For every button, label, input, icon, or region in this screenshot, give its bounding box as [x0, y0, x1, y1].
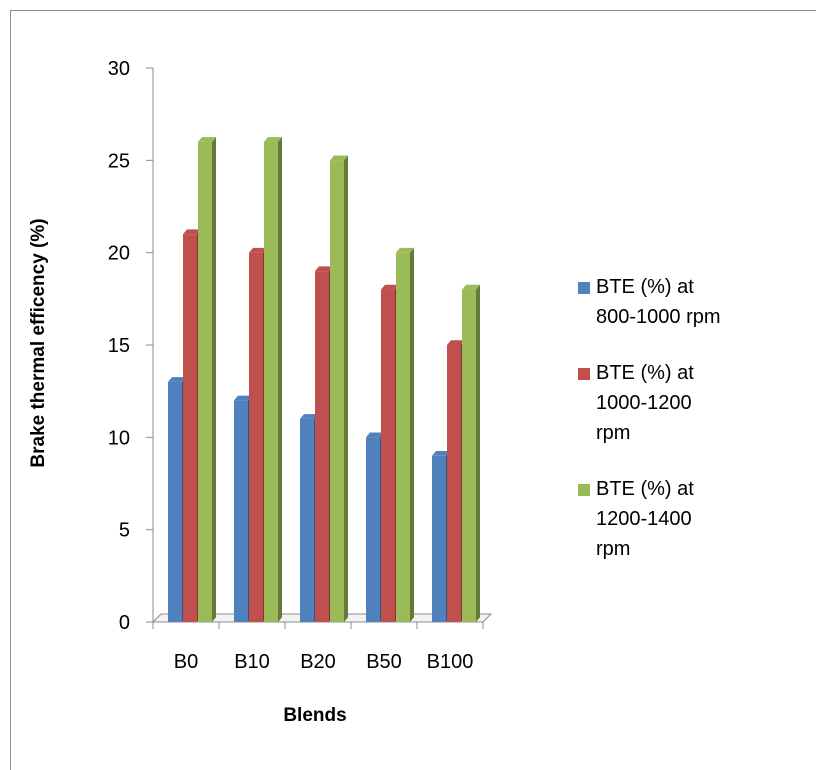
- bar-front: [183, 234, 197, 622]
- bar-front: [198, 141, 212, 622]
- bar-top: [315, 266, 333, 272]
- bar-front: [330, 160, 344, 623]
- legend: BTE (%) at 800-1000 rpm BTE (%) at 1000-1…: [578, 272, 798, 590]
- legend-item: BTE (%) at 1000-1200 rpm: [578, 358, 798, 448]
- legend-swatch: [578, 368, 590, 380]
- bar: [198, 137, 216, 623]
- bar-top: [264, 137, 282, 142]
- legend-item: BTE (%) at 1200-1400 rpm: [578, 474, 798, 564]
- y-tick-label: 15: [108, 335, 130, 357]
- x-tick-label: B20: [300, 651, 336, 673]
- bar-side: [278, 137, 282, 623]
- bar-top: [447, 340, 465, 345]
- bar-front: [249, 252, 263, 622]
- bar-top: [381, 284, 399, 290]
- bar-front: [234, 400, 248, 622]
- y-tick-label: 0: [119, 612, 130, 634]
- y-tick-label: 5: [119, 520, 130, 542]
- bar-side: [410, 247, 414, 622]
- bar-front: [366, 437, 380, 622]
- bar-side: [476, 284, 480, 622]
- bar-front: [315, 271, 329, 622]
- bar-front: [432, 455, 446, 622]
- bar-front: [168, 381, 182, 622]
- y-tick-label: 30: [108, 58, 130, 80]
- y-axis: 0 5 10 15 20 25 30: [108, 58, 154, 634]
- bar: [264, 137, 282, 623]
- bar-front: [396, 252, 410, 622]
- bar: [396, 247, 414, 622]
- bar-top: [198, 137, 216, 142]
- x-tick-label: B10: [234, 651, 270, 673]
- bar-top: [432, 451, 450, 456]
- x-axis: B0 B10 B20 B50 B100: [152, 621, 484, 673]
- bar-side: [344, 155, 348, 623]
- x-tick-label: B50: [366, 651, 402, 673]
- bar-top: [249, 247, 267, 253]
- legend-swatch: [578, 484, 590, 496]
- legend-swatch: [578, 282, 590, 294]
- y-tick-label: 25: [108, 150, 130, 172]
- y-tick-label: 10: [108, 427, 130, 449]
- bar-front: [264, 141, 278, 622]
- bar: [330, 155, 348, 623]
- bar: [462, 284, 480, 622]
- bar-top: [234, 395, 252, 401]
- bar-front: [462, 289, 476, 622]
- x-tick-label: B0: [174, 651, 198, 673]
- bar-top: [300, 414, 318, 419]
- bar-front: [447, 345, 461, 622]
- bar-front: [300, 418, 314, 622]
- bar-top: [396, 247, 414, 253]
- bar-top: [168, 377, 186, 382]
- bar-top: [366, 432, 384, 438]
- legend-label: BTE (%) at 1200-1400 rpm: [596, 478, 694, 560]
- bar-side: [212, 137, 216, 623]
- bar-top: [183, 229, 201, 235]
- bar-series: [168, 137, 480, 623]
- legend-item: BTE (%) at 800-1000 rpm: [578, 272, 798, 332]
- x-axis-title: Blends: [283, 705, 346, 726]
- legend-label: BTE (%) at 800-1000 rpm: [596, 276, 721, 328]
- bar-front: [381, 289, 395, 622]
- y-tick-label: 20: [108, 243, 130, 265]
- x-tick-label: B100: [427, 651, 474, 673]
- bar-top: [462, 284, 480, 290]
- chart-frame: [10, 10, 816, 770]
- legend-label: BTE (%) at 1000-1200 rpm: [596, 362, 694, 444]
- y-axis-title: Brake thermal efficency (%): [28, 218, 49, 467]
- bar-top: [330, 155, 348, 161]
